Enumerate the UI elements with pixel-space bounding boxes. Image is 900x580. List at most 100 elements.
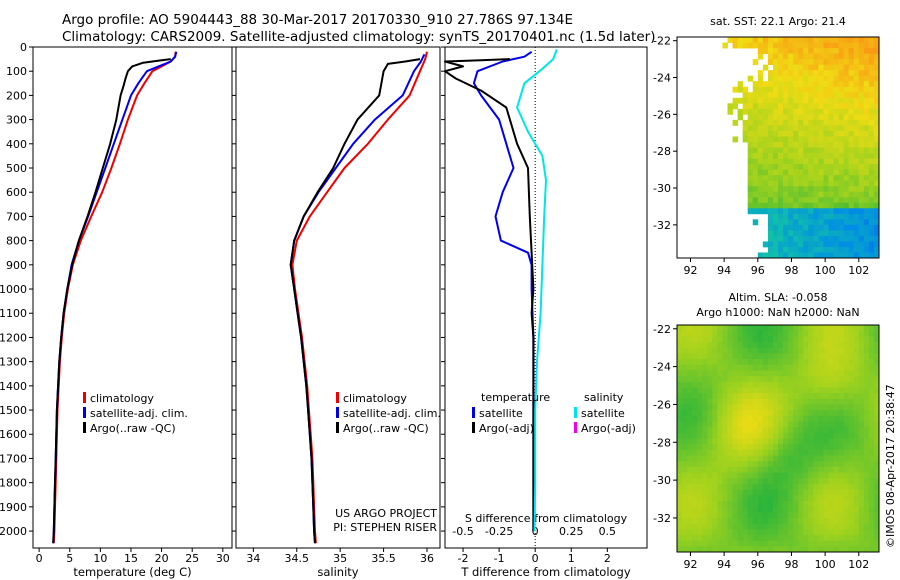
map-cell	[778, 489, 784, 496]
map-cell	[793, 347, 799, 354]
map-cell	[717, 336, 723, 343]
map-cell	[843, 130, 850, 137]
map-cell	[747, 169, 754, 176]
map-cell	[808, 119, 814, 126]
map-cell	[778, 70, 784, 77]
map-cell	[722, 342, 728, 349]
x-tick-label: -2	[458, 552, 469, 565]
map-cell	[712, 432, 718, 439]
map-cell	[828, 53, 834, 60]
map-cell	[793, 136, 799, 143]
map-cell	[848, 153, 855, 159]
map-cell	[772, 495, 779, 502]
map-cell	[767, 415, 774, 422]
map-cell	[808, 252, 814, 259]
map-cell	[838, 330, 845, 337]
map-cell	[747, 449, 754, 456]
map-cell	[853, 213, 860, 220]
map-cell	[798, 70, 804, 77]
map-cell	[697, 466, 703, 473]
map-cell	[793, 158, 799, 165]
map-cell	[762, 546, 769, 553]
y-tick-label: 600	[6, 186, 27, 199]
map-cell	[727, 336, 733, 343]
map-cell	[732, 529, 738, 536]
map-cell	[873, 444, 880, 451]
map-cell	[813, 347, 819, 354]
map-cell	[778, 252, 784, 259]
map-cell	[863, 342, 870, 349]
map-cell	[798, 517, 804, 525]
map-cell	[808, 75, 814, 82]
map-cell	[772, 86, 779, 93]
map-cell	[793, 86, 799, 93]
map-cell	[833, 92, 839, 99]
map-cell	[813, 489, 819, 496]
map-cell	[767, 472, 774, 479]
y-tick-label: 1600	[0, 428, 27, 441]
map-cell	[798, 523, 804, 530]
map-cell	[798, 483, 804, 490]
annotation-text: PI: STEPHEN RISER	[333, 521, 437, 534]
map-cell	[823, 370, 829, 377]
map-cell	[833, 208, 839, 215]
map-cell	[742, 370, 749, 377]
map-cell	[752, 523, 759, 530]
map-cell	[697, 506, 703, 513]
map-cell	[833, 489, 839, 496]
map-cell	[823, 70, 829, 77]
map-cell	[788, 59, 794, 66]
map-cell	[757, 108, 764, 115]
map-cell	[823, 75, 829, 82]
map-cell	[788, 175, 794, 182]
map-cell	[843, 208, 850, 215]
map-cell	[767, 370, 774, 377]
map-cell	[793, 230, 799, 237]
map-cell	[843, 169, 850, 176]
map-cell	[737, 495, 744, 502]
map-cell	[828, 489, 834, 496]
map-cell	[742, 517, 749, 525]
map-cell	[783, 180, 789, 187]
map-cell	[778, 387, 784, 394]
map-y-tick-label: -22	[653, 323, 671, 336]
map-cell	[858, 523, 865, 530]
map-cell	[717, 517, 723, 525]
map-cell	[722, 517, 728, 525]
map-cell	[707, 410, 713, 417]
map-cell	[687, 546, 693, 553]
map-cell	[798, 347, 804, 354]
map-cell	[687, 523, 693, 530]
map-cell	[677, 381, 683, 388]
map-cell	[757, 75, 764, 82]
map-x-tick-label: 102	[848, 558, 869, 571]
map-cell	[687, 512, 693, 519]
y-tick-label: 100	[6, 65, 27, 78]
map-cell	[833, 381, 839, 388]
map-cell	[767, 86, 774, 93]
map-cell	[747, 153, 754, 159]
map-cell	[843, 48, 850, 54]
map-cell	[838, 70, 845, 77]
map-cell	[858, 444, 865, 451]
map-cell	[848, 224, 855, 231]
map-cell	[778, 81, 784, 88]
map-cell	[682, 512, 688, 519]
map-cell	[873, 393, 880, 400]
map-cell	[692, 500, 698, 507]
map-cell	[858, 75, 865, 82]
map-cell	[818, 364, 824, 371]
map-cell	[853, 246, 860, 253]
map-cell	[868, 53, 875, 60]
map-cell	[767, 197, 774, 204]
map-cell	[793, 393, 799, 400]
map-cell	[752, 353, 759, 360]
map-cell	[858, 415, 865, 422]
map-cell	[757, 478, 764, 485]
map-cell	[873, 125, 880, 132]
map-cell	[828, 180, 834, 187]
map-cell	[697, 359, 703, 366]
map-cell	[682, 529, 688, 536]
map-cell	[783, 86, 789, 93]
map-cell	[788, 438, 794, 445]
